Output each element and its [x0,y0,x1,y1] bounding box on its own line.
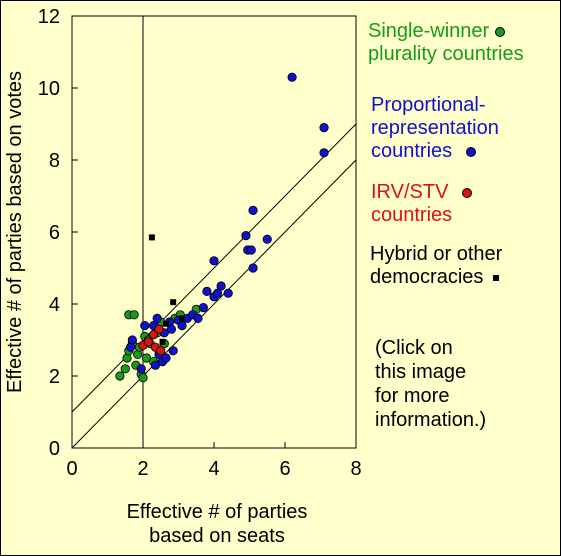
legend-single-winner-line-1: Single-winner [368,20,524,43]
series-3-point [170,299,177,306]
x-tick-label: 0 [66,458,77,480]
series-1-point [287,72,297,82]
y-tick-label: 6 [49,222,60,244]
series-1-point [198,302,208,313]
series-0-point [129,310,139,320]
series-2-point [143,337,153,347]
info-note-line-1: (Click on [375,337,453,359]
y-tick-label: 12 [38,6,60,28]
series-0-point [120,364,130,374]
series-0-point [141,353,152,363]
x-axis-label-line-1: Effective # of parties [126,501,308,523]
series-1-point [152,313,162,323]
series-1-point [140,320,150,331]
series-1-point [212,288,223,298]
info-note-line-2: this image [375,361,467,383]
info-note[interactable]: (Click on this image for more informatio… [375,336,486,432]
series-0-point [115,371,125,381]
series-1-point [202,286,212,296]
series-1-point [209,256,219,266]
y-tick-label: 0 [49,438,60,460]
series-3-point [159,338,166,345]
y-tick-label: 2 [49,366,60,388]
legend-blue-dot-icon [466,146,477,157]
diagonal-reference-line-1 [71,123,357,413]
series-1-point [136,364,146,374]
series-1-point [193,313,203,323]
diagonal-reference-line-0 [71,159,357,449]
series-1-point [246,245,256,255]
series-3-point [179,315,186,322]
series-1-point [177,320,187,331]
y-tick-label: 4 [49,294,60,316]
legend-proportional-line-3: countries [371,140,499,163]
info-note-line-3: for more [375,385,450,407]
y-tick-label: 10 [38,78,60,100]
series-1-point [127,335,137,345]
x-tick-label: 2 [137,458,148,480]
series-1-point [166,324,176,334]
legend-green-dot-icon [495,26,506,37]
x-axis-label: Effective # of parties based on seats [72,500,362,548]
series-3-point [148,234,155,241]
legend-hybrid-line-2: democracies [370,266,502,289]
legend-proportional-line-1: Proportional- [371,94,486,116]
series-1-point [150,360,161,370]
series-0-point [138,373,148,383]
series-1-point [216,281,226,291]
x-axis-label-line-2: based on seats [149,525,285,547]
legend-single-winner: Single-winner plurality countries [368,20,524,66]
series-1-point [248,263,258,273]
y-tick-label: 8 [49,150,60,172]
series-1-point [241,231,251,241]
legend-irv-stv-line-1: IRV/STV [371,181,473,204]
series-1-point [319,148,329,158]
x-tick-label: 6 [279,458,290,480]
legend-proportional-line-2: representation [371,117,499,139]
info-note-line-4: information.) [375,409,487,431]
legend-irv-stv: IRV/STV countries [371,181,473,227]
series-2-point [149,329,159,340]
series-3-point [163,320,170,327]
legend-black-square-icon [493,274,500,281]
y-axis-label: Effective # of parties based on votes [4,71,26,393]
legend-proportional: Proportional- representation countries [371,94,499,163]
legend-red-dot-icon [462,187,473,198]
legend-irv-stv-line-2: countries [371,204,453,226]
series-2-point [156,346,166,356]
series-1-point [161,353,171,363]
series-2-point [154,324,164,334]
series-1-point [262,234,272,244]
legend-hybrid-line-1: Hybrid or other [370,243,503,265]
x-tick-label: 4 [208,458,219,480]
series-1-point [168,346,178,356]
plot-area-border [71,15,357,449]
series-1-point [223,288,233,298]
series-1-point [248,205,258,215]
x-tick-label: 8 [350,458,361,480]
legend-hybrid: Hybrid or other democracies [370,243,502,289]
series-1-point [319,123,329,133]
legend-single-winner-line-2: plurality countries [368,43,524,65]
